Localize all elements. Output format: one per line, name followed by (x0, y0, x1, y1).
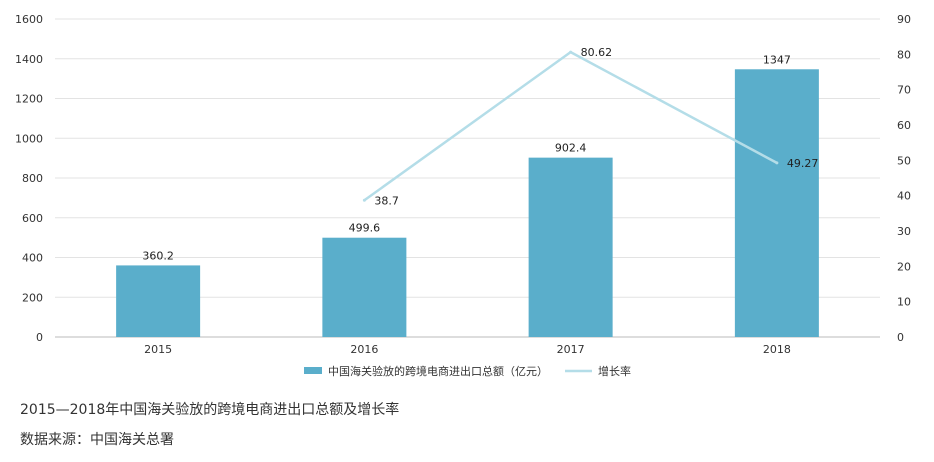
bar-series: 360.2 499.6 902.4 1347 (116, 53, 819, 337)
line-series: 38.7 80.62 49.27 (362, 46, 819, 207)
left-tick-label: 1200 (15, 93, 43, 106)
left-tick-label: 0 (36, 331, 43, 344)
bar-data-label: 499.6 (349, 222, 381, 235)
right-tick-label: 50 (897, 154, 911, 167)
right-tick-label: 70 (897, 84, 911, 97)
bar-data-label: 1347 (763, 53, 791, 66)
right-tick-label: 60 (897, 119, 911, 132)
right-axis: 0 10 20 30 40 50 60 70 80 90 (897, 13, 911, 344)
x-tick-label: 2015 (144, 343, 172, 356)
legend-bar-label: 中国海关验放的跨境电商进出口总额（亿元） (328, 364, 548, 378)
bar (322, 237, 407, 337)
right-tick-label: 40 (897, 190, 911, 203)
left-tick-label: 1000 (15, 132, 43, 145)
x-tick-label: 2017 (557, 343, 585, 356)
right-tick-label: 0 (897, 331, 904, 344)
right-tick-label: 90 (897, 13, 911, 26)
left-tick-label: 400 (22, 252, 43, 265)
left-tick-label: 600 (22, 212, 43, 225)
line-point (362, 198, 366, 202)
bar (734, 69, 819, 337)
bar-data-label: 360.2 (142, 249, 174, 262)
line-data-label: 38.7 (374, 194, 399, 207)
left-tick-label: 200 (22, 291, 43, 304)
figure-caption: 2015—2018年中国海关验放的跨境电商进出口总额及增长率 (20, 402, 400, 418)
line-point (775, 161, 779, 165)
chart: 0 200 400 600 800 1000 1200 1400 1600 0 10 20 30 40 5… (15, 13, 911, 378)
bar (116, 265, 201, 337)
legend: 中国海关验放的跨境电商进出口总额（亿元） 增长率 (304, 364, 631, 378)
line-data-label: 80.62 (581, 46, 613, 59)
right-tick-label: 20 (897, 260, 911, 273)
x-tick-label: 2018 (763, 343, 791, 356)
left-tick-label: 1400 (15, 53, 43, 66)
x-tick-label: 2016 (350, 343, 378, 356)
x-axis: 2015 2016 2017 2018 (144, 343, 791, 356)
line-point (569, 50, 573, 54)
bar (528, 157, 613, 337)
right-tick-label: 10 (897, 296, 911, 309)
left-tick-label: 800 (22, 172, 43, 185)
legend-line-label: 增长率 (598, 364, 631, 378)
left-tick-label: 1600 (15, 13, 43, 26)
data-source: 数据来源：中国海关总署 (20, 432, 174, 448)
right-tick-label: 30 (897, 225, 911, 238)
right-tick-label: 80 (897, 48, 911, 61)
bar-data-label: 902.4 (555, 142, 587, 155)
line-data-label: 49.27 (787, 157, 819, 170)
legend-bar-swatch (304, 367, 322, 374)
left-axis: 0 200 400 600 800 1000 1200 1400 1600 (15, 13, 43, 344)
